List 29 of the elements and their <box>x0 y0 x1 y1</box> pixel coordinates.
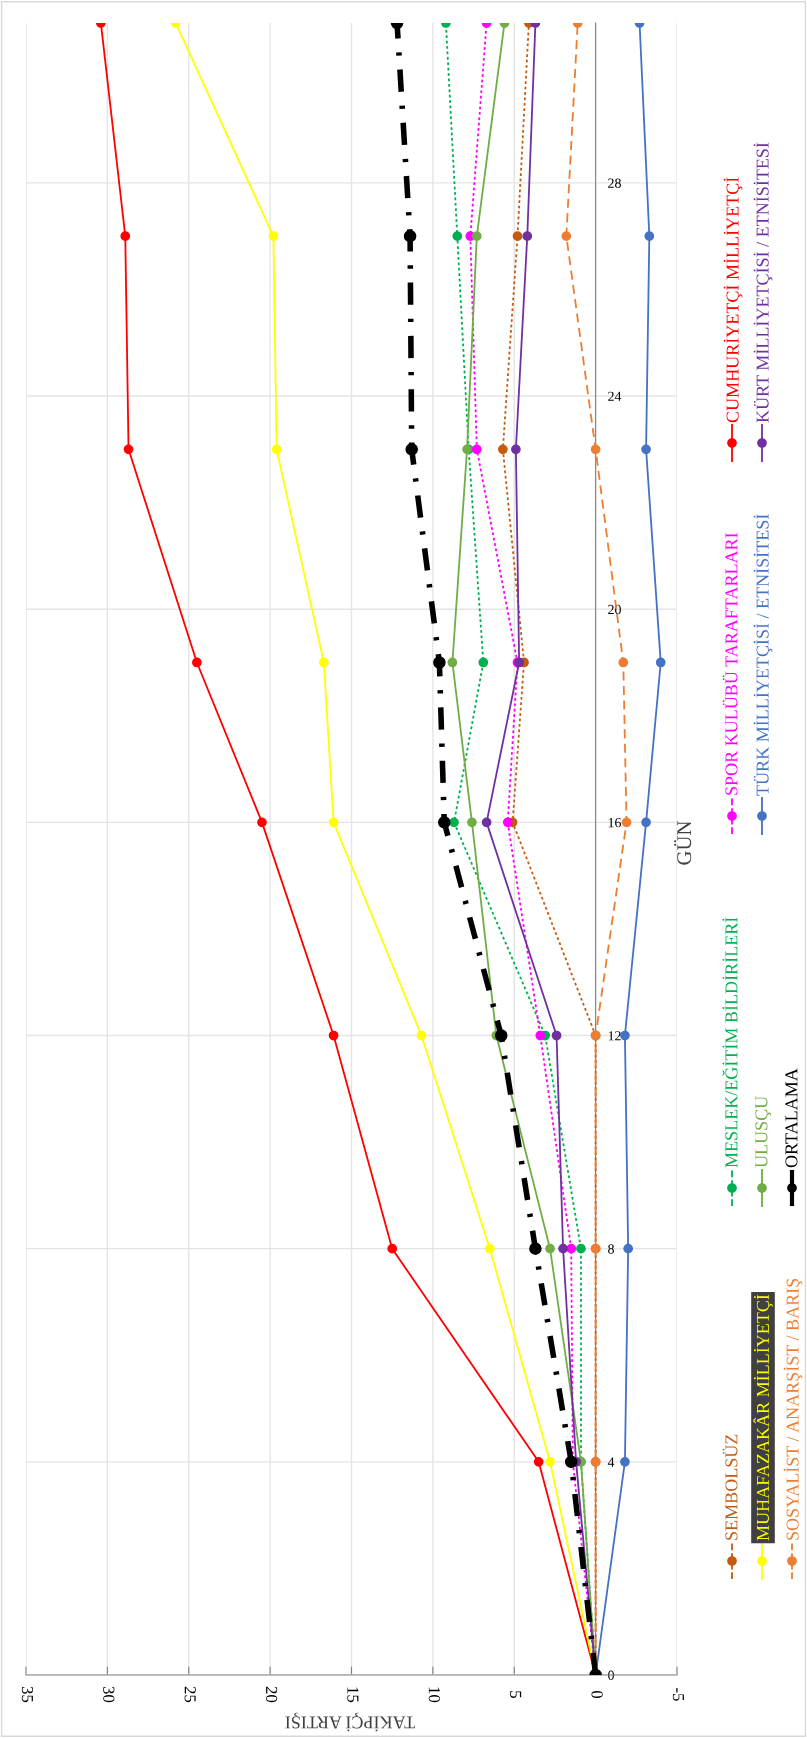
text: KÜRT MİLLİYETÇİSİ / ETNİSİTESİ <box>753 142 773 423</box>
text: SOSYALİST / ANARŞİST / BARIŞ <box>783 1278 803 1540</box>
x-tick-label: 5 <box>510 1691 522 1698</box>
y-tick-label: 24 <box>608 391 622 401</box>
text: SPOR KULÜBÜ TARAFTARLARI <box>722 532 738 795</box>
text: ULUSÇU <box>755 1096 772 1168</box>
text: ORTALAMA <box>785 1068 798 1168</box>
y-tick-label: 12 <box>608 1031 621 1041</box>
x-axis-title: TAKİPÇİ ARTIŞI <box>285 1712 415 1732</box>
x-tick-label: 35 <box>21 1686 34 1703</box>
y-tick-label: 8 <box>608 1244 614 1254</box>
y-tick-label: 28 <box>608 178 621 188</box>
y-tick-label: 0 <box>608 1670 614 1680</box>
text: TÜRK MİLLİYETÇİSİ / ETNİSİTESİ <box>753 514 773 796</box>
x-tick-label: 20 <box>265 1686 278 1703</box>
text: MUHAFAZAKÂR MİLLİYETÇİ <box>753 1294 773 1541</box>
y-tick-label: 16 <box>608 817 622 828</box>
y-axis-title: GÜN <box>674 820 692 865</box>
text: SEMBOLSÜZ <box>722 1434 738 1540</box>
text: CUMHURİYETÇİ MİLLİYETÇİ <box>723 177 743 423</box>
x-tick-label: 10 <box>428 1687 440 1703</box>
x-tick-label: 30 <box>103 1686 115 1703</box>
text: MESLEK/EĞİTİM BİLDİRİLERİ <box>722 917 738 1168</box>
y-tick-label: 4 <box>607 1457 615 1467</box>
x-tick-label: 0 <box>591 1690 603 1698</box>
y-tick-label: 20 <box>608 604 621 615</box>
x-tick-label: 25 <box>184 1686 196 1703</box>
x-tick-label: -5 <box>672 1688 684 1701</box>
x-tick-label: 15 <box>347 1687 359 1703</box>
